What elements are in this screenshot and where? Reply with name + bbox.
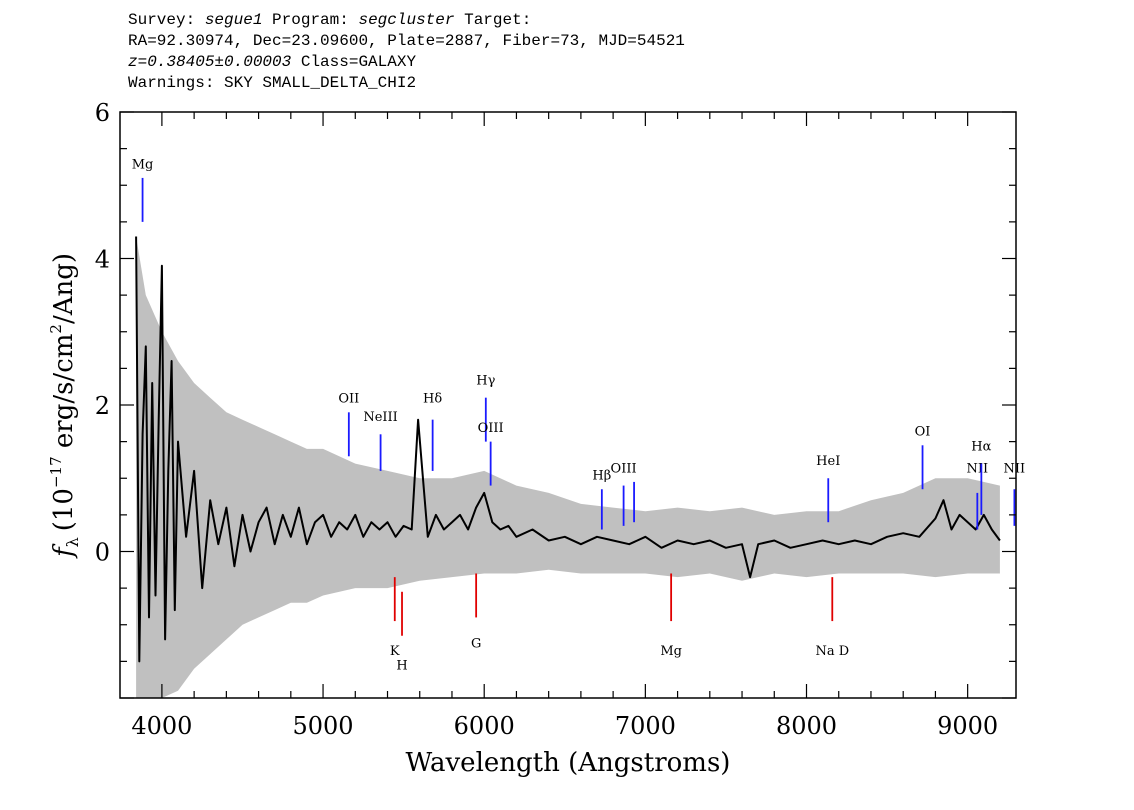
absorption-line-label: Na D bbox=[815, 644, 849, 659]
absorption-line-label: K bbox=[390, 644, 400, 659]
survey-value: segue1 bbox=[204, 11, 263, 29]
emission-line-label: OIII bbox=[478, 421, 504, 436]
emission-line-label: Hα bbox=[971, 439, 991, 454]
x-tick-label: 9000 bbox=[937, 712, 998, 740]
emission-line-label: NII bbox=[1004, 461, 1026, 476]
emission-line-label: OIII bbox=[611, 461, 637, 476]
y-tick-label: 4 bbox=[95, 246, 110, 274]
absorption-line-label: G bbox=[471, 637, 481, 652]
redshift-value: z=0.38405±0.00003 bbox=[128, 53, 292, 71]
absorption-line-label: Mg bbox=[660, 644, 682, 659]
y-tick-label: 6 bbox=[95, 99, 110, 127]
emission-line-label: Hβ bbox=[592, 469, 611, 484]
emission-line-label: NeIII bbox=[363, 410, 397, 425]
absorption-line-label: H bbox=[396, 659, 407, 674]
emission-line-label: OI bbox=[915, 425, 931, 440]
flux-series bbox=[135, 236, 1001, 663]
y-tick-label: 0 bbox=[95, 539, 110, 567]
y-axis-title: fλ(10−17 erg/s/cm2/Ang) bbox=[47, 253, 82, 559]
header-line-4: Warnings: SKY SMALL_DELTA_CHI2 bbox=[128, 74, 417, 92]
class-value: Class=GALAXY bbox=[300, 53, 417, 71]
envelope-area bbox=[136, 236, 1000, 698]
y-tick-label: 2 bbox=[95, 392, 110, 420]
emission-line-label: Hγ bbox=[476, 373, 495, 388]
target-label: Target: bbox=[464, 11, 532, 29]
y-axis-ticks: 0 2 4 6 bbox=[95, 99, 1016, 699]
emission-line-label: HeI bbox=[816, 454, 840, 469]
emission-line-label: Mg bbox=[132, 157, 154, 172]
x-tick-label: 5000 bbox=[293, 712, 354, 740]
x-tick-label: 4000 bbox=[131, 712, 192, 740]
header-line-2: RA=92.30974, Dec=23.09600, Plate=2887, F… bbox=[128, 32, 685, 50]
emission-line-label: NII bbox=[966, 461, 988, 476]
x-axis-title: Wavelength (Angstroms) bbox=[406, 748, 731, 778]
x-tick-label: 6000 bbox=[454, 712, 515, 740]
uncertainty-envelope bbox=[136, 236, 1000, 698]
x-tick-label: 8000 bbox=[776, 712, 837, 740]
header-line-3: z=0.38405±0.00003 Class=GALAXY bbox=[128, 52, 888, 73]
x-axis-ticks: 4000 5000 6000 7000 8000 9000 bbox=[131, 112, 998, 740]
flux-line bbox=[135, 236, 1001, 663]
emission-line-label: Hδ bbox=[423, 392, 442, 407]
emission-line-label: OII bbox=[338, 392, 359, 407]
program-label: Program: bbox=[272, 11, 349, 29]
header-line-1: Survey: segue1 Program: segcluster Targe… bbox=[128, 10, 888, 31]
x-tick-label: 7000 bbox=[615, 712, 676, 740]
survey-label: Survey: bbox=[128, 11, 196, 29]
spectrum-header: Survey: segue1 Program: segcluster Targe… bbox=[128, 10, 888, 94]
program-value: segcluster bbox=[358, 11, 455, 29]
